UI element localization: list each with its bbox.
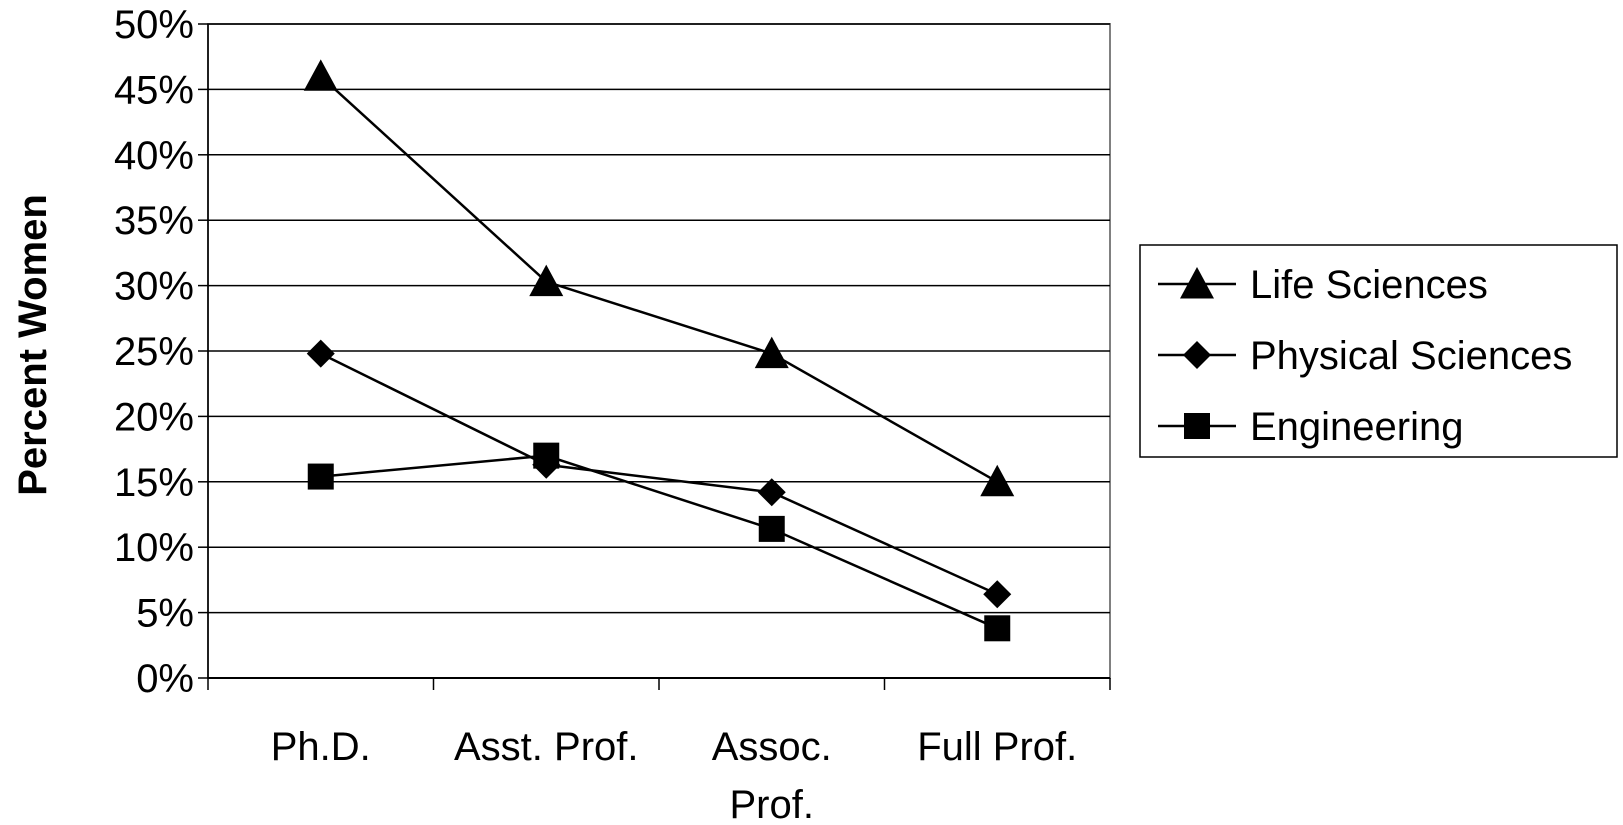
x-category-label: Full Prof. xyxy=(917,725,1077,769)
y-tick-label: 45% xyxy=(114,68,194,112)
y-tick-label: 0% xyxy=(136,657,194,701)
x-category-label-line: Asst. Prof. xyxy=(454,725,639,769)
data-point-diamond xyxy=(757,478,786,507)
x-category-label: Ph.D. xyxy=(271,725,371,769)
legend-label: Life Sciences xyxy=(1250,263,1488,307)
legend-label: Engineering xyxy=(1250,405,1464,449)
legend-item: Engineering xyxy=(1158,405,1464,449)
x-category-label-line: Prof. xyxy=(730,783,814,825)
x-category-label: Asst. Prof. xyxy=(454,725,639,769)
y-tick-label: 35% xyxy=(114,199,194,243)
y-tick-label: 40% xyxy=(114,134,194,178)
y-tick-label: 25% xyxy=(114,330,194,374)
x-category-label-line: Full Prof. xyxy=(917,725,1077,769)
series-square xyxy=(307,442,1011,642)
y-tick-label: 5% xyxy=(136,592,194,636)
y-tick-label: 30% xyxy=(114,265,194,309)
data-point-square xyxy=(758,515,785,542)
data-point-triangle xyxy=(303,59,338,91)
y-axis-tick-labels: 0% 5% 10% 15% 20% 25% 30% 35% 40% 45% 50% xyxy=(114,3,194,701)
y-axis-label: Percent Women xyxy=(11,194,55,496)
data-point-triangle xyxy=(529,264,564,297)
data-point-square xyxy=(533,442,560,469)
x-category-label-line: Assoc. xyxy=(712,725,832,769)
legend-label: Physical Sciences xyxy=(1250,334,1572,378)
data-point-diamond xyxy=(306,339,335,368)
y-tick-label: 15% xyxy=(114,461,194,505)
y-tick-label: 50% xyxy=(114,3,194,47)
legend-box xyxy=(1139,244,1618,458)
series-line xyxy=(320,352,998,596)
series-diamond xyxy=(306,339,1012,609)
series-line xyxy=(319,75,998,483)
x-category-label: Assoc. Prof. xyxy=(712,725,832,825)
legend-marker-square xyxy=(1184,413,1210,439)
data-point-square xyxy=(307,463,334,490)
x-axis-tick-labels: Ph.D. Asst. Prof. Assoc. Prof. Full Prof. xyxy=(271,725,1078,825)
y-tick-label: 10% xyxy=(114,526,194,570)
legend: Life Sciences Physical Sciences Engineerin… xyxy=(1139,244,1618,458)
axes xyxy=(198,23,1111,690)
series-line xyxy=(320,454,998,630)
x-category-label-line: Ph.D. xyxy=(271,725,371,769)
legend-marker-triangle xyxy=(1180,267,1214,299)
legend-marker-diamond xyxy=(1183,341,1211,369)
legend-item: Physical Sciences xyxy=(1158,334,1572,378)
series-group xyxy=(303,59,1015,642)
data-point-diamond xyxy=(983,580,1012,609)
data-point-triangle xyxy=(754,336,789,369)
data-point-triangle xyxy=(980,464,1015,497)
legend-item: Life Sciences xyxy=(1158,263,1488,307)
y-tick-label: 20% xyxy=(114,395,194,439)
series-triangle xyxy=(303,59,1015,497)
data-point-square xyxy=(984,615,1011,642)
